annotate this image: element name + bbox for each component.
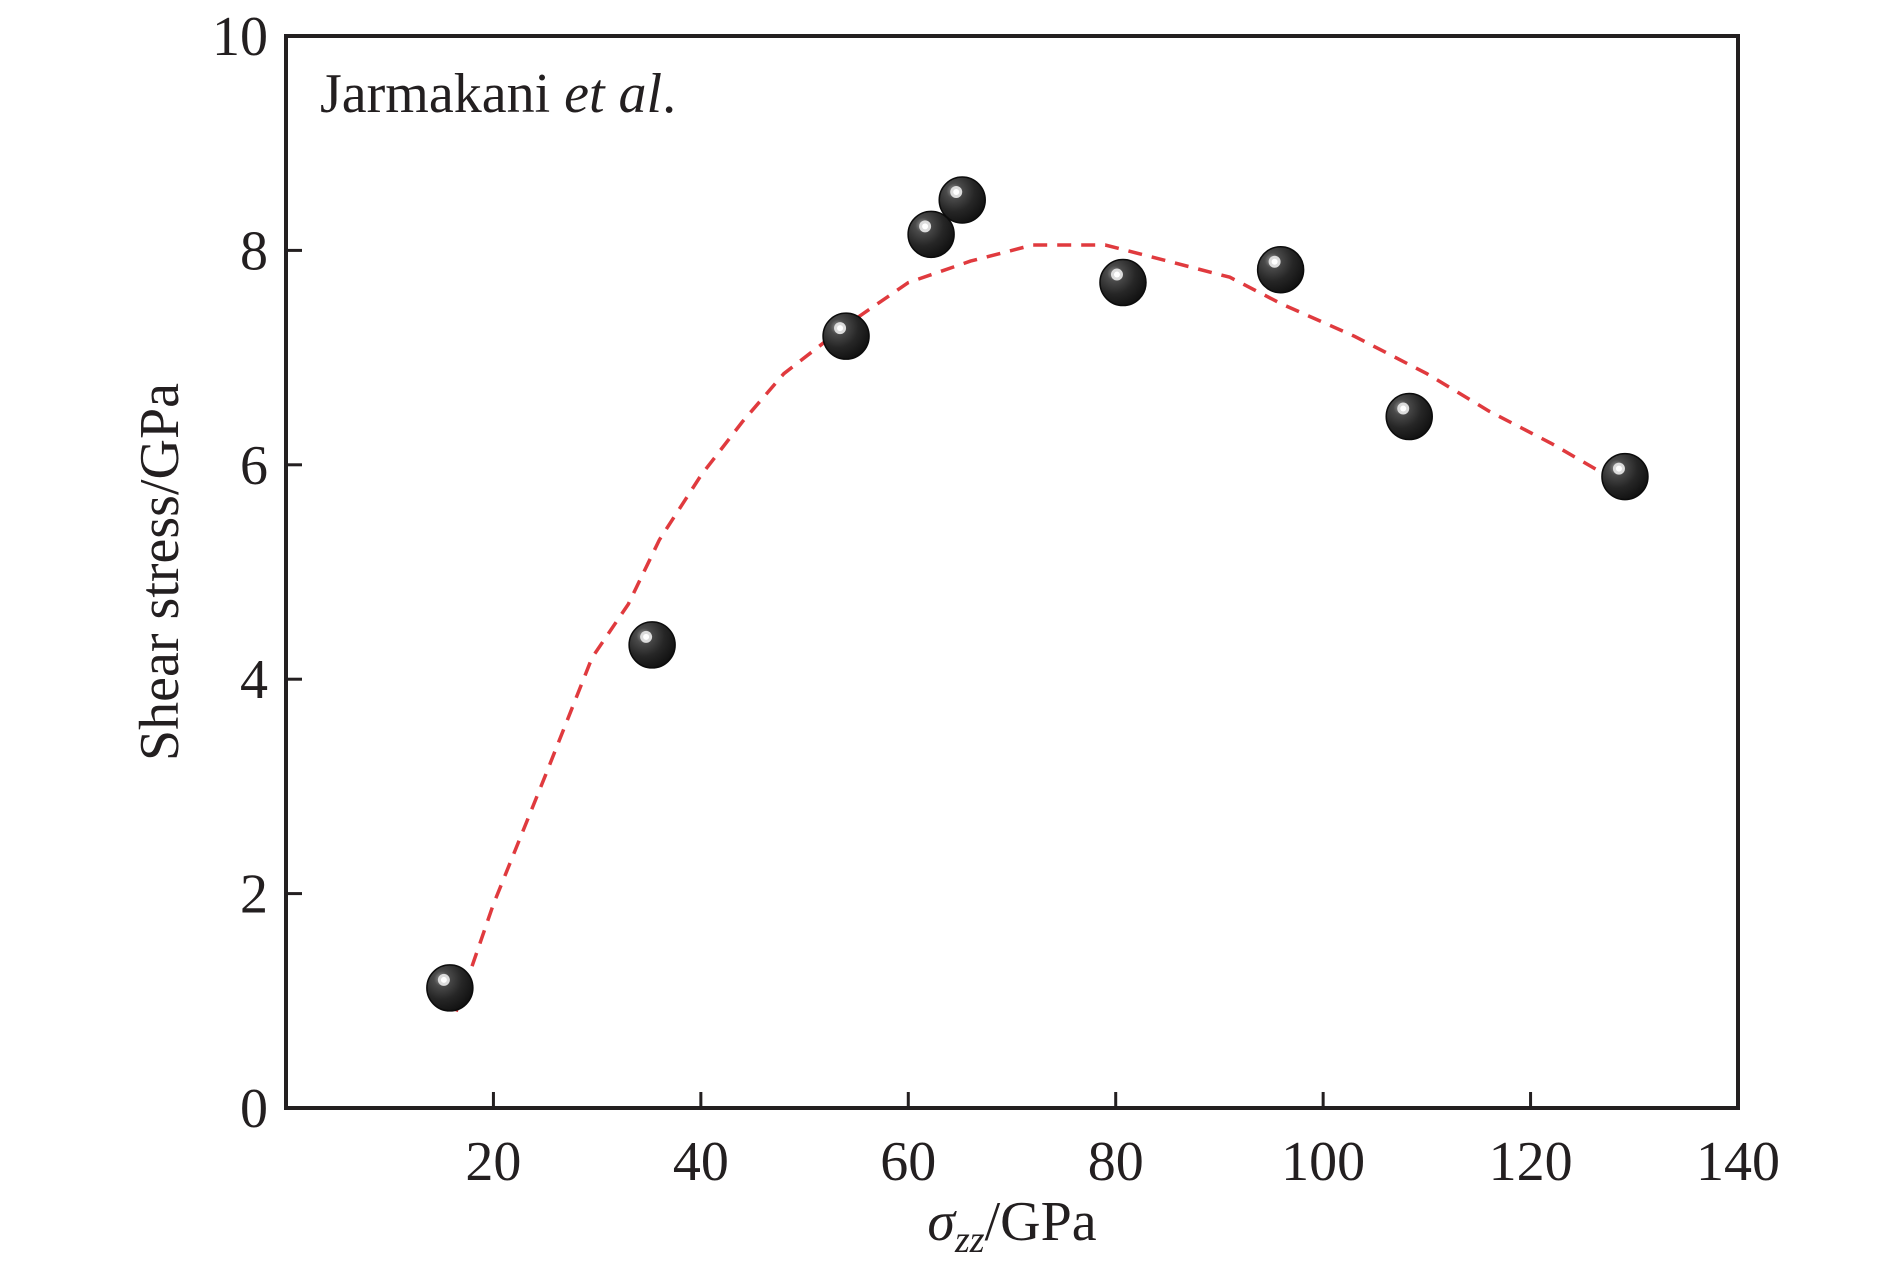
- x-tick-label: 120: [1489, 1131, 1573, 1193]
- data-point: [822, 312, 870, 360]
- x-tick-label: 20: [465, 1131, 521, 1193]
- x-tick-label: 140: [1696, 1131, 1780, 1193]
- data-point-sphere: [907, 210, 955, 259]
- data-point-sphere: [1099, 258, 1147, 307]
- data-point-highlight-core: [1615, 465, 1622, 472]
- x-tick-label: 40: [673, 1131, 729, 1193]
- data-point-sphere: [426, 964, 474, 1012]
- data-point: [1385, 392, 1433, 441]
- y-tick-label: 6: [240, 435, 268, 497]
- data-point-highlight-core: [1113, 271, 1120, 278]
- tick-layer: 20 40 60 80 100 120 140 0 2 4 6 8 10: [212, 6, 1780, 1193]
- fit-line-layer: [454, 243, 1620, 1013]
- data-point-sphere: [1601, 452, 1649, 501]
- x-axis-unit: /GPa: [985, 1191, 1097, 1253]
- data-point: [1256, 245, 1305, 294]
- data-point-highlight-core: [440, 976, 447, 983]
- data-point-sphere: [822, 312, 870, 360]
- data-point-sphere: [628, 621, 676, 669]
- y-tick-label: 10: [212, 6, 268, 68]
- annotation-suffix: .: [662, 63, 676, 125]
- data-point: [938, 176, 986, 224]
- x-tick-label: 60: [880, 1131, 936, 1193]
- data-point: [1099, 258, 1147, 307]
- data-point: [426, 964, 474, 1012]
- data-point-sphere: [1385, 392, 1433, 441]
- data-point: [1601, 452, 1649, 501]
- y-tick-label: 8: [240, 220, 268, 282]
- y-tick-label: 0: [240, 1078, 268, 1140]
- y-tick-label: 2: [240, 864, 268, 926]
- x-axis-title: σzz/GPa: [927, 1191, 1096, 1261]
- data-point-highlight-core: [1400, 405, 1407, 412]
- data-point-sphere: [1256, 245, 1305, 294]
- annotation-italic: et al: [564, 63, 662, 125]
- data-point-highlight-core: [1271, 258, 1278, 265]
- x-tick-label: 100: [1281, 1131, 1365, 1193]
- y-tick-label: 4: [240, 649, 268, 711]
- x-axis-symbol: σ: [927, 1191, 957, 1253]
- annotation-label: Jarmakani et al.: [320, 63, 676, 125]
- y-axis-title: Shear stress/GPa: [129, 383, 191, 761]
- data-point: [628, 621, 676, 669]
- data-point-highlight-core: [922, 223, 929, 230]
- data-point-highlight-core: [953, 189, 960, 196]
- x-axis-subscript: zz: [954, 1219, 985, 1261]
- data-point-highlight-core: [643, 633, 650, 640]
- annotation-prefix: Jarmakani: [320, 63, 564, 125]
- data-point-highlight-core: [837, 325, 844, 332]
- marker-layer: [426, 176, 1649, 1012]
- x-tick-label: 80: [1088, 1131, 1144, 1193]
- data-point-sphere: [938, 176, 986, 224]
- data-point: [907, 210, 955, 259]
- plot-frame: [284, 34, 1740, 1110]
- fit-line: [454, 243, 1620, 1013]
